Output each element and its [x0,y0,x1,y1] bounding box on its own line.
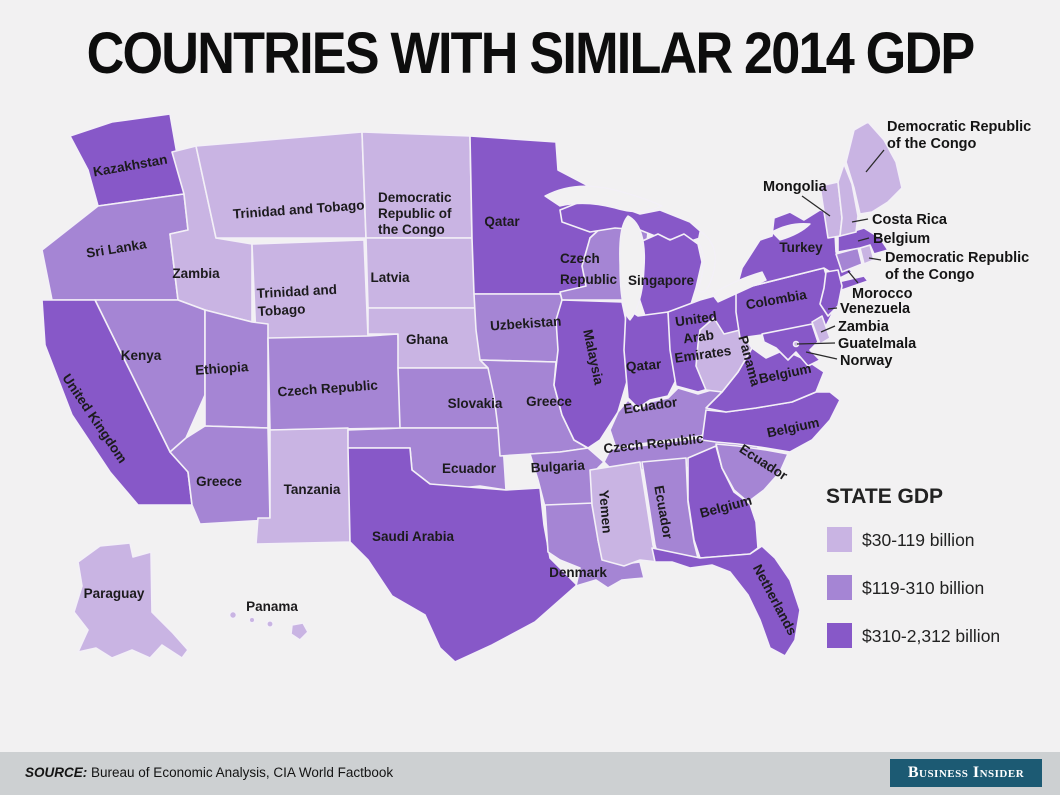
callout-maryland: Norway [840,353,892,369]
label-wyoming: Trinidad and Tobago [256,282,342,319]
leader-new-jersey [827,307,838,310]
label-north-dakota: Democratic Republic of the Congo [378,190,455,237]
great-lakes [544,185,811,321]
state-indiana [623,307,677,409]
state-california [41,299,193,506]
state-hawaii [228,610,309,641]
state-mississippi [589,461,659,567]
label-hawaii: Panama [246,599,298,614]
lake-erie [711,271,767,303]
callouts: Democratic Republic of the Congo Mongoli… [763,119,1035,369]
leader-district-of-columbia [796,342,836,345]
callout-delaware: Zambia [838,319,890,335]
state-new-hampshire [837,163,859,237]
legend-swatch-mid [827,575,852,600]
label-kansas: Slovakia [448,396,503,411]
legend-label-high: $310-2,312 billion [862,626,1000,646]
label-wisconsin: Czech Republic [560,251,617,287]
leader-new-hampshire [851,218,869,223]
label-arkansas: Bulgaria [530,458,585,476]
label-iowa: Uzbekistan [490,314,562,334]
state-maryland [761,323,821,367]
lake-ontario [771,222,811,241]
state-delaware [811,315,831,345]
page-title: COUNTRIES WITH SIMILAR 2014 GDP [86,21,976,86]
label-arizona: Greece [196,474,242,489]
footer-bar: SOURCE: Bureau of Economic Analysis, CIA… [0,752,1060,795]
callout-new-jersey: Venezuela [840,301,911,317]
callout-new-hampshire: Costa Rica [872,212,948,228]
label-alaska: Paraguay [84,586,145,601]
legend-swatch-low [827,527,852,552]
leader-maine [865,149,885,173]
lake-huron [697,231,716,293]
source-text: Bureau of Economic Analysis, CIA World F… [87,765,394,780]
state-south-carolina [715,443,789,503]
label-texas: Saudi Arabia [372,529,455,544]
callout-district-of-columbia: Guatelmala [838,336,917,352]
label-oklahoma: Ecuador [442,461,497,476]
legend: STATE GDP $30-119 billion $119-310 billi… [826,485,1000,648]
label-mississippi: Yemen [596,489,615,534]
label-idaho: Zambia [172,266,220,281]
state-alaska [73,542,189,659]
callout-vermont: Mongolia [763,179,828,195]
label-south-dakota: Latvia [370,270,410,285]
state-montana [195,131,367,239]
callout-rhode-island: Democratic Republic of the Congo [885,250,1033,283]
us-choropleth-map: Kazakhstan Sri Lanka United Kingdom Zamb… [41,113,1035,663]
state-maine [845,121,903,215]
leader-maryland [805,351,838,360]
callout-massachusetts: Belgium [873,231,930,247]
leader-delaware [820,325,836,333]
label-indiana: Qatar [625,356,662,374]
legend-label-low: $30-119 billion [862,530,975,550]
business-insider-logo: Business Insider [890,759,1042,787]
label-missouri: Greece [526,394,572,409]
state-new-york [735,209,853,291]
state-utah [204,309,269,429]
lake-michigan [619,215,646,321]
legend-title: STATE GDP [826,485,943,508]
label-utah: Ethiopia [195,359,250,378]
label-new-mexico: Tanzania [284,482,341,497]
label-louisiana: Denmark [549,565,607,580]
source-label: SOURCE: [25,765,88,780]
label-minnesota: Qatar [484,214,520,229]
state-new-jersey [819,269,843,317]
label-colorado: Czech Republic [277,377,379,399]
lake-superior [544,185,663,213]
state-massachusetts [837,227,889,255]
leader-connecticut [847,270,859,284]
callout-connecticut: Morocco [852,286,913,302]
leader-vermont [801,195,831,217]
state-west-virginia [695,317,753,393]
label-nevada: Kenya [121,348,162,363]
source-line: SOURCE: Bureau of Economic Analysis, CIA… [25,765,393,780]
label-nebraska: Ghana [406,332,449,347]
state-florida [651,545,801,657]
label-michigan: Singapore [628,273,695,288]
state-texas [347,447,578,663]
leader-massachusetts [857,237,870,242]
leader-rhode-island [868,257,882,261]
state-arizona [169,425,271,525]
callout-maine: Democratic Republic of the Congo [887,119,1035,152]
state-new-mexico [255,427,351,545]
legend-swatch-high [827,623,852,648]
legend-label-mid: $119-310 billion [862,578,984,598]
label-new-york: Turkey [779,240,823,255]
business-insider-wordmark: Business Insider [907,764,1025,781]
